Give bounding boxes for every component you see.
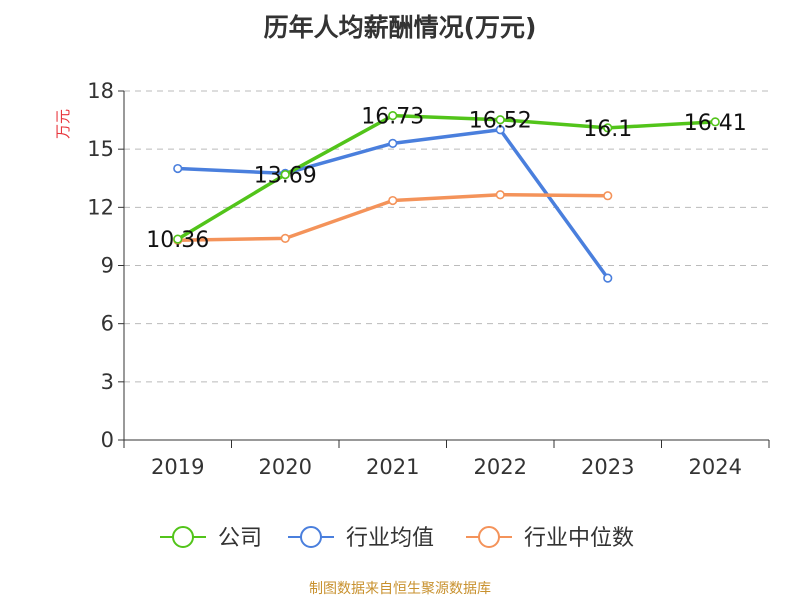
data-point [388,111,398,121]
axes: 0 3 6 9 12 15 18 万元 2019 2020 2021 2022 2023 2024 [54,79,770,479]
x-tick-label: 2019 [151,455,204,479]
x-tick-label: 2024 [689,455,742,479]
data-label: 16.1 [583,117,632,142]
x-tick-label: 2020 [259,455,312,479]
y-tick-label: 15 [87,137,114,161]
x-tick-label: 2023 [581,455,634,479]
y-tick-label: 6 [101,312,114,336]
y-tick-label: 18 [87,79,114,103]
x-tick-label: 2021 [366,455,419,479]
source-note: 制图数据来自恒生聚源数据库 [309,581,491,597]
y-tick-label: 3 [101,370,114,394]
x-tick-label: 2022 [474,455,527,479]
legend: 公司 行业均值 行业中位数 [160,526,634,551]
legend-marker [300,526,322,548]
series-line-0 [176,113,716,241]
grid-lines [124,90,769,383]
y-tick-label: 0 [101,428,114,452]
series-lines [173,111,720,283]
legend-label: 行业中位数 [524,526,634,551]
data-label: 13.69 [254,164,317,189]
data-labels: 10.36 13.69 16.73 16.52 16.1 16.41 [146,105,746,254]
chart-title: 历年人均薪酬情况(万元) [263,13,537,42]
data-label: 10.36 [146,228,209,253]
y-tick-label: 12 [87,195,114,219]
data-point [280,169,290,180]
data-point [495,115,505,125]
data-point [495,125,505,135]
data-point [173,163,183,174]
data-point [388,138,398,148]
data-point [603,191,613,201]
data-point [388,195,398,206]
data-point [603,123,613,133]
data-point [173,234,183,244]
data-point [495,190,505,200]
data-label: 16.52 [469,109,532,134]
legend-label: 公司 [218,526,262,551]
data-label: 16.41 [684,111,747,136]
y-tick-label: 9 [101,254,114,278]
y-axis-label: 万元 [54,109,72,139]
legend-marker [478,526,500,548]
legend-marker [172,526,194,548]
data-point [710,117,720,127]
data-label: 16.73 [361,105,424,130]
legend-label: 行业均值 [346,526,434,551]
data-point [280,233,290,243]
data-point [603,273,613,283]
